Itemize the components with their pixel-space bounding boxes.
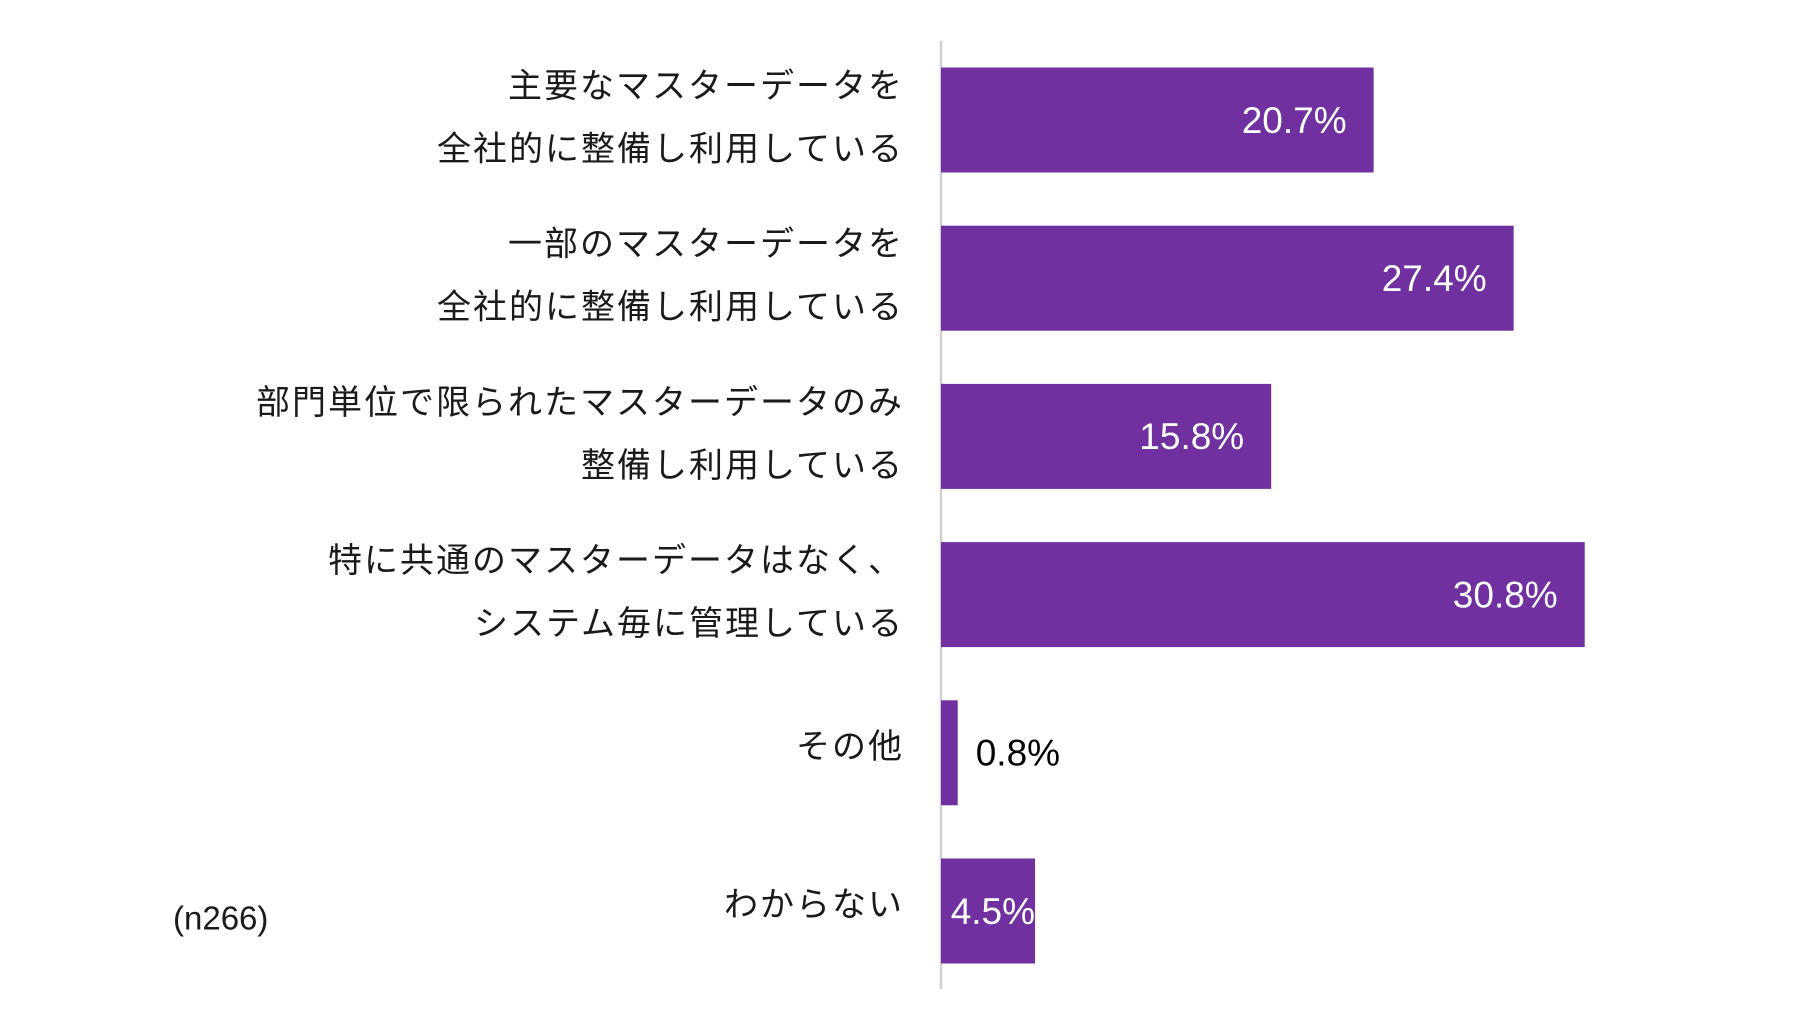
value-label: 20.7%: [1242, 100, 1347, 141]
category-label: 整備し利用している: [581, 447, 904, 485]
bar: [941, 542, 1585, 648]
category-label: 一部のマスターデータを: [508, 226, 904, 264]
category-label: 全社的に整備し利用している: [437, 289, 904, 327]
value-label: 4.5%: [951, 891, 1035, 932]
sample-size-note: (n266): [173, 900, 268, 937]
category-label: 部門単位で限られたマスターデータのみ: [256, 384, 904, 422]
category-label: わからない: [724, 886, 904, 924]
bar: [941, 858, 1036, 964]
category-label: その他: [796, 728, 904, 766]
bar: [941, 383, 1272, 489]
bar: [941, 225, 1514, 331]
value-label: 30.8%: [1453, 574, 1558, 615]
value-label: 0.8%: [976, 733, 1060, 774]
bar: [941, 700, 958, 806]
category-label: 全社的に整備し利用している: [437, 130, 904, 168]
category-label: 主要なマスターデータを: [508, 67, 904, 105]
bar: [941, 67, 1374, 173]
value-label: 15.8%: [1139, 416, 1244, 457]
value-label: 27.4%: [1382, 258, 1487, 299]
category-label: 特に共通のマスターデータはなく、: [328, 542, 904, 580]
category-label: システム毎に管理している: [474, 605, 904, 643]
